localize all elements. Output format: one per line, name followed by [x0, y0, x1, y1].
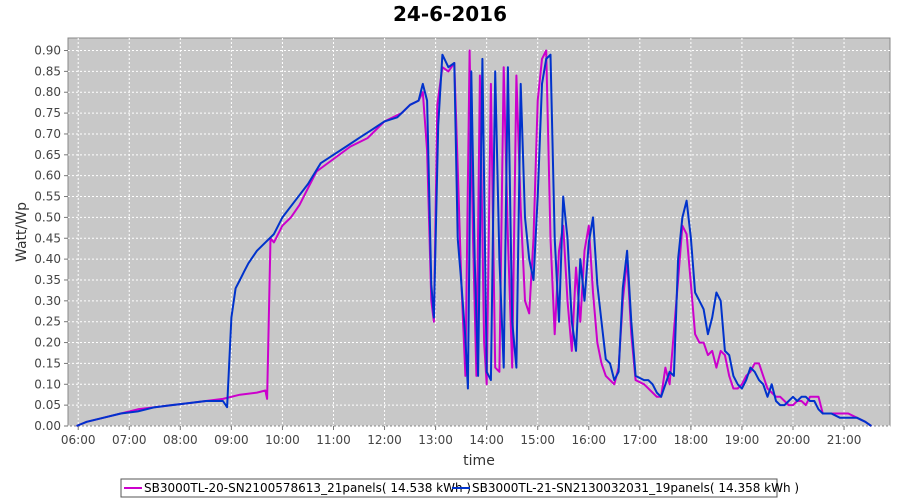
x-tick-label: 17:00: [623, 433, 658, 447]
grid-layer: [68, 38, 890, 427]
x-tick-label: 06:00: [61, 433, 96, 447]
y-tick-label: 0.25: [34, 315, 61, 329]
y-tick-label: 0.20: [34, 336, 61, 350]
legend-entry-2: SB3000TL-21-SN2130032031_19panels( 14.35…: [472, 481, 799, 495]
y-tick-label: 0.45: [34, 231, 61, 245]
x-axis-label: time: [463, 453, 495, 469]
y-tick-label: 0.85: [34, 64, 61, 78]
y-tick-label: 0.40: [34, 252, 61, 266]
legend: SB3000TL-20-SN2100578613_21panels( 14.53…: [120, 478, 799, 498]
x-tick-label: 16:00: [571, 433, 606, 447]
y-tick-label: 0.00: [34, 419, 61, 433]
x-tick-label: 13:00: [418, 433, 453, 447]
y-tick-label: 0.75: [34, 106, 61, 120]
y-tick-label: 0.80: [34, 85, 61, 99]
y-axis: 0.00 0.05 0.10 0.15 0.20 0.25 0.30 0.35 0.40 0.45…: [34, 44, 68, 433]
y-axis-label: Watt/Wp: [14, 202, 30, 262]
y-tick-label: 0.55: [34, 190, 61, 204]
x-tick-label: 18:00: [674, 433, 709, 447]
x-tick-label: 20:00: [776, 433, 811, 447]
legend-box: [120, 478, 778, 498]
x-tick-label: 09:00: [214, 433, 249, 447]
x-tick-label: 21:00: [827, 433, 862, 447]
x-tick-label: 19:00: [725, 433, 760, 447]
y-tick-label: 0.90: [34, 44, 61, 58]
y-tick-label: 0.05: [34, 398, 61, 412]
series-line-2: [76, 53, 872, 427]
x-tick-label: 11:00: [316, 433, 351, 447]
x-tick-label: 15:00: [520, 433, 555, 447]
x-tick-label: 07:00: [112, 433, 147, 447]
x-tick-label: 10:00: [265, 433, 300, 447]
legend-entry-1: SB3000TL-20-SN2100578613_21panels( 14.53…: [144, 481, 471, 495]
chart-title: 24-6-2016: [393, 2, 507, 26]
x-axis: 06:00 07:00 08:00 09:00 10:00 11:00 12:00 13:00…: [61, 426, 861, 447]
y-tick-label: 0.30: [34, 294, 61, 308]
y-tick-label: 0.15: [34, 356, 61, 370]
y-tick-label: 0.65: [34, 148, 61, 162]
x-tick-label: 14:00: [469, 433, 504, 447]
x-tick-label: 12:00: [367, 433, 402, 447]
series-layer: [76, 49, 872, 427]
x-tick-label: 08:00: [163, 433, 198, 447]
y-tick-label: 0.10: [34, 377, 61, 391]
series-line-1: [76, 49, 872, 427]
y-tick-label: 0.35: [34, 273, 61, 287]
y-tick-label: 0.70: [34, 127, 61, 141]
y-tick-label: 0.60: [34, 169, 61, 183]
y-tick-label: 0.50: [34, 210, 61, 224]
